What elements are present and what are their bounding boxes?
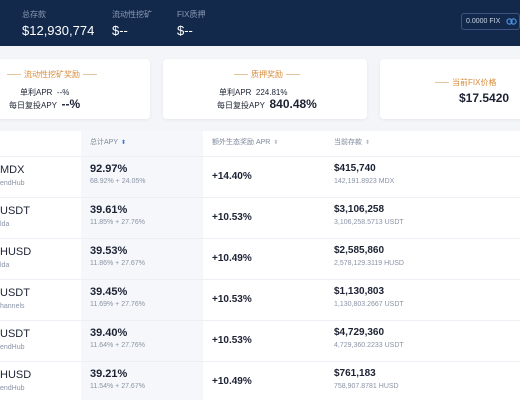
- row-apy-detail: 11.69% + 27.76%: [90, 301, 145, 308]
- row-deposit-detail: 142,191.8923 MDX: [334, 178, 395, 185]
- liquidity-mining-value: $--: [112, 23, 128, 38]
- sort-icon[interactable]: ⬍: [121, 139, 127, 146]
- row-bonus-apr: +10.53%: [212, 212, 252, 223]
- row-apy: 39.21%: [90, 368, 128, 380]
- fix-price-title: 当前FIX价格: [432, 77, 496, 88]
- row-platform: endHub: [0, 180, 25, 187]
- row-token: HUSD: [0, 369, 32, 381]
- total-deposit-stat: 总存款 $12,930,774: [22, 10, 94, 40]
- table-row[interactable]: MDX endHub 92.97% 68.92% + 24.05% +14.40…: [0, 157, 520, 198]
- row-deposit-detail: 3,106,258.5713 USDT: [334, 219, 404, 226]
- total-deposit-value: $12,930,774: [22, 23, 95, 38]
- row-apy: 92.97%: [90, 163, 128, 175]
- row-deposit: $4,729,360: [334, 327, 385, 338]
- row-apy-detail: 11.64% + 27.76%: [90, 342, 145, 349]
- liquidity-apy-line: 每日复投APY --%: [9, 97, 81, 111]
- row-token: USDT: [0, 328, 30, 340]
- row-token: HUSD: [0, 246, 32, 258]
- sort-icon[interactable]: ⬍: [365, 139, 371, 146]
- pool-table: 总计APY ⬍ 额外生态奖励 APR ⬍ 当前存款 ⬍ MDX endHub 92.9…: [0, 131, 520, 400]
- top-stats-bar: 总存款 $12,930,774 流动性挖矿 $-- FIX质押 $-- 0.00…: [0, 0, 520, 46]
- total-deposit-label: 总存款: [22, 10, 46, 19]
- row-token: MDX: [0, 164, 25, 176]
- fix-balance-button[interactable]: 0.0000 FIX: [461, 13, 520, 30]
- row-apy-detail: 11.85% + 27.76%: [90, 219, 145, 226]
- fix-price-value: $17.5420: [459, 91, 510, 105]
- row-apy-detail: 11.86% + 27.67%: [90, 260, 145, 267]
- header-bonus-apr[interactable]: 额外生态奖励 APR ⬍: [212, 139, 279, 146]
- row-apy: 39.53%: [90, 245, 128, 257]
- row-deposit: $761,183: [334, 368, 376, 379]
- table-row[interactable]: USDT endHub 39.40% 11.64% + 27.76% +10.5…: [0, 321, 520, 362]
- apy-column-highlight: [81, 131, 203, 400]
- row-apy-detail: 68.92% + 24.05%: [90, 178, 146, 185]
- liquidity-mining-label: 流动性挖矿: [112, 10, 152, 19]
- fix-staking-label: FIX质押: [177, 10, 206, 19]
- table-header-divider: [0, 156, 520, 157]
- chain-icon: [506, 18, 517, 25]
- fix-staking-stat: FIX质押 $--: [177, 10, 205, 40]
- fix-price-card: 当前FIX价格 $17.5420: [380, 59, 520, 119]
- row-platform: hannels: [0, 303, 25, 310]
- row-deposit-detail: 758,907.8781 HUSD: [334, 383, 399, 390]
- staking-reward-card: 质押奖励 单利APR 224.81% 每日复投APY 840.48%: [163, 59, 367, 119]
- staking-apy-line: 每日复投APY 840.48%: [217, 97, 317, 111]
- row-bonus-apr: +14.40%: [212, 171, 252, 182]
- staking-reward-title: 质押奖励: [231, 69, 303, 80]
- row-deposit: $415,740: [334, 163, 376, 174]
- sort-icon[interactable]: ⬍: [273, 139, 279, 146]
- table-row[interactable]: HUSD lda 39.53% 11.86% + 27.67% +10.49% …: [0, 239, 520, 280]
- fix-balance-text: 0.0000 FIX: [466, 18, 501, 25]
- row-deposit-detail: 4,729,360.2233 USDT: [334, 342, 404, 349]
- fix-staking-value: $--: [177, 23, 193, 38]
- row-token: USDT: [0, 205, 30, 217]
- row-apy: 39.61%: [90, 204, 128, 216]
- liquidity-reward-title: 流动性挖矿奖励: [4, 69, 100, 80]
- row-bonus-apr: +10.49%: [212, 253, 252, 264]
- row-platform: lda: [0, 262, 10, 269]
- table-row[interactable]: HUSD endHub 39.21% 11.54% + 27.67% +10.4…: [0, 362, 520, 400]
- row-apy: 39.40%: [90, 327, 128, 339]
- row-platform: endHub: [0, 385, 25, 392]
- row-deposit: $2,585,860: [334, 245, 385, 256]
- row-bonus-apr: +10.53%: [212, 335, 252, 346]
- row-deposit-detail: 1,130,803.2667 USDT: [334, 301, 404, 308]
- staking-apr-line: 单利APR 224.81%: [219, 88, 288, 97]
- row-platform: endHub: [0, 344, 25, 351]
- row-deposit-detail: 2,578,129.3119 HUSD: [334, 260, 404, 267]
- header-total-apy[interactable]: 总计APY ⬍: [90, 139, 127, 146]
- row-deposit: $1,130,803: [334, 286, 385, 297]
- row-bonus-apr: +10.49%: [212, 376, 252, 387]
- table-row[interactable]: USDT lda 39.61% 11.85% + 27.76% +10.53% …: [0, 198, 520, 239]
- row-token: USDT: [0, 287, 30, 299]
- row-apy-detail: 11.54% + 27.67%: [90, 383, 145, 390]
- row-deposit: $3,106,258: [334, 204, 385, 215]
- header-current-deposit[interactable]: 当前存款 ⬍: [334, 139, 371, 146]
- table-row[interactable]: USDT hannels 39.45% 11.69% + 27.76% +10.…: [0, 280, 520, 321]
- row-platform: lda: [0, 221, 10, 228]
- liquidity-reward-card: 流动性挖矿奖励 单利APR --% 每日复投APY --%: [0, 59, 150, 119]
- row-apy: 39.45%: [90, 286, 128, 298]
- row-bonus-apr: +10.53%: [212, 294, 252, 305]
- liquidity-mining-stat: 流动性挖矿 $--: [112, 10, 152, 40]
- liquidity-apr-line: 单利APR --%: [20, 88, 70, 97]
